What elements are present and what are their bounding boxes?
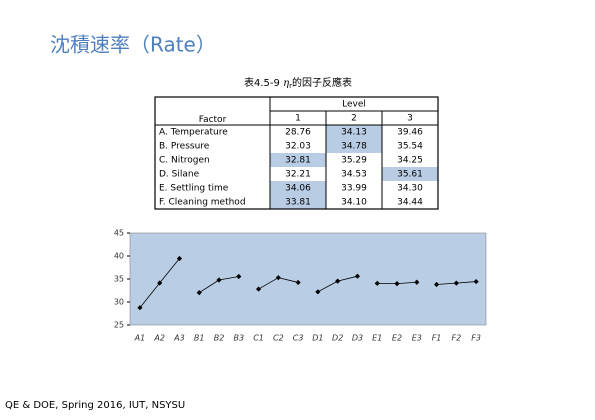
connector	[258, 277, 279, 290]
x-tick-label: C1	[253, 334, 264, 343]
highlight-cell	[270, 153, 326, 167]
x-tick-label: B1	[194, 334, 205, 343]
y-tick-label: 35	[114, 275, 124, 284]
cell-value: 34.30	[397, 184, 423, 194]
cell-value: 34.06	[285, 184, 311, 194]
point	[414, 279, 420, 285]
x-tick-label: A2	[153, 334, 165, 343]
x-tick-label: C2	[273, 334, 284, 343]
point	[374, 280, 380, 286]
y-tick-label: 45	[114, 229, 124, 238]
column-header: 1	[295, 114, 301, 124]
connector	[278, 277, 299, 283]
point	[196, 290, 202, 296]
x-tick-label: F3	[471, 334, 481, 343]
point	[275, 275, 281, 281]
table-caption: 表4.5-9 ηr的因子反應表	[244, 76, 352, 90]
connector	[218, 276, 239, 281]
y-tick-label: 30	[114, 298, 124, 307]
connector	[317, 280, 338, 293]
cell-value: 33.99	[341, 184, 367, 194]
point	[216, 277, 222, 283]
highlight-cell	[270, 195, 326, 209]
table-border	[154, 96, 439, 210]
caption-prefix: 表4.5-9	[244, 76, 280, 89]
highlight-cell	[270, 181, 326, 195]
y-tick-label: 25	[114, 321, 124, 330]
cell-value: 34.78	[341, 142, 367, 152]
cell-value: 32.81	[285, 156, 311, 166]
x-tick-label: C3	[293, 334, 304, 343]
factor-header: Factor	[199, 115, 227, 125]
connector	[199, 279, 220, 293]
cell-value: 35.29	[341, 156, 367, 166]
x-tick-label: A3	[173, 334, 185, 343]
x-tick-label: D2	[332, 334, 343, 343]
y-tick-label: 40	[114, 252, 124, 261]
cell-value: 34.13	[341, 128, 367, 138]
point	[157, 280, 163, 286]
point	[236, 273, 242, 280]
caption-symbol: η	[283, 78, 289, 89]
point	[255, 286, 262, 292]
footer: QE & DOE, Spring 2016, IUT, NSYSU	[5, 400, 185, 411]
factor-label: E. Settling time	[159, 184, 229, 194]
highlight-cell	[382, 167, 438, 181]
x-tick-label: E1	[372, 334, 382, 343]
cell-value: 34.25	[397, 156, 423, 166]
factor-label: C. Nitrogen	[159, 156, 210, 166]
x-tick-label: B3	[233, 334, 244, 343]
x-tick-label: F2	[451, 334, 461, 343]
x-tick-label: F1	[432, 334, 442, 343]
cell-value: 32.21	[285, 170, 311, 180]
factor-label: D. Silane	[159, 170, 200, 180]
point	[473, 278, 479, 285]
caption-suffix: 的因子反應表	[292, 76, 352, 89]
slide-title: 沈積速率（Rate）	[50, 33, 216, 57]
point	[137, 305, 143, 311]
point	[176, 255, 183, 262]
factor-label: B. Pressure	[159, 142, 210, 152]
cell-value: 28.76	[285, 128, 311, 138]
connector	[436, 282, 457, 285]
point	[315, 289, 321, 295]
point	[295, 279, 301, 286]
column-header: 3	[407, 114, 413, 124]
factor-label: F. Cleaning method	[159, 198, 246, 208]
point	[453, 280, 459, 286]
highlight-cell	[326, 125, 382, 139]
factor-label: A. Temperature	[159, 128, 228, 138]
cell-value: 39.46	[397, 128, 423, 138]
x-tick-label: E2	[392, 334, 402, 343]
level-header: Level	[342, 100, 366, 110]
cell-value: 33.81	[285, 198, 311, 208]
caption-subscript: r	[289, 82, 292, 90]
x-tick-label: E3	[412, 334, 422, 343]
x-tick-label: D3	[352, 334, 363, 343]
x-tick-label: B2	[214, 334, 225, 343]
x-tick-label: A1	[134, 334, 146, 343]
cell-value: 34.53	[341, 170, 367, 180]
connector	[159, 258, 180, 284]
point	[394, 281, 400, 287]
cell-value: 34.10	[341, 198, 367, 208]
plot-area	[129, 232, 487, 326]
point	[354, 273, 361, 279]
point	[335, 278, 341, 284]
connector	[396, 281, 417, 285]
x-tick-label: D1	[312, 334, 323, 343]
connector	[139, 282, 160, 308]
highlight-cell	[326, 139, 382, 153]
cell-value: 35.61	[397, 170, 423, 180]
connector	[337, 275, 358, 282]
connector	[456, 281, 477, 284]
cell-value: 34.44	[397, 198, 423, 208]
cell-value: 35.54	[397, 142, 423, 152]
point	[433, 281, 440, 288]
column-header: 2	[351, 114, 357, 124]
cell-value: 32.03	[285, 142, 311, 152]
